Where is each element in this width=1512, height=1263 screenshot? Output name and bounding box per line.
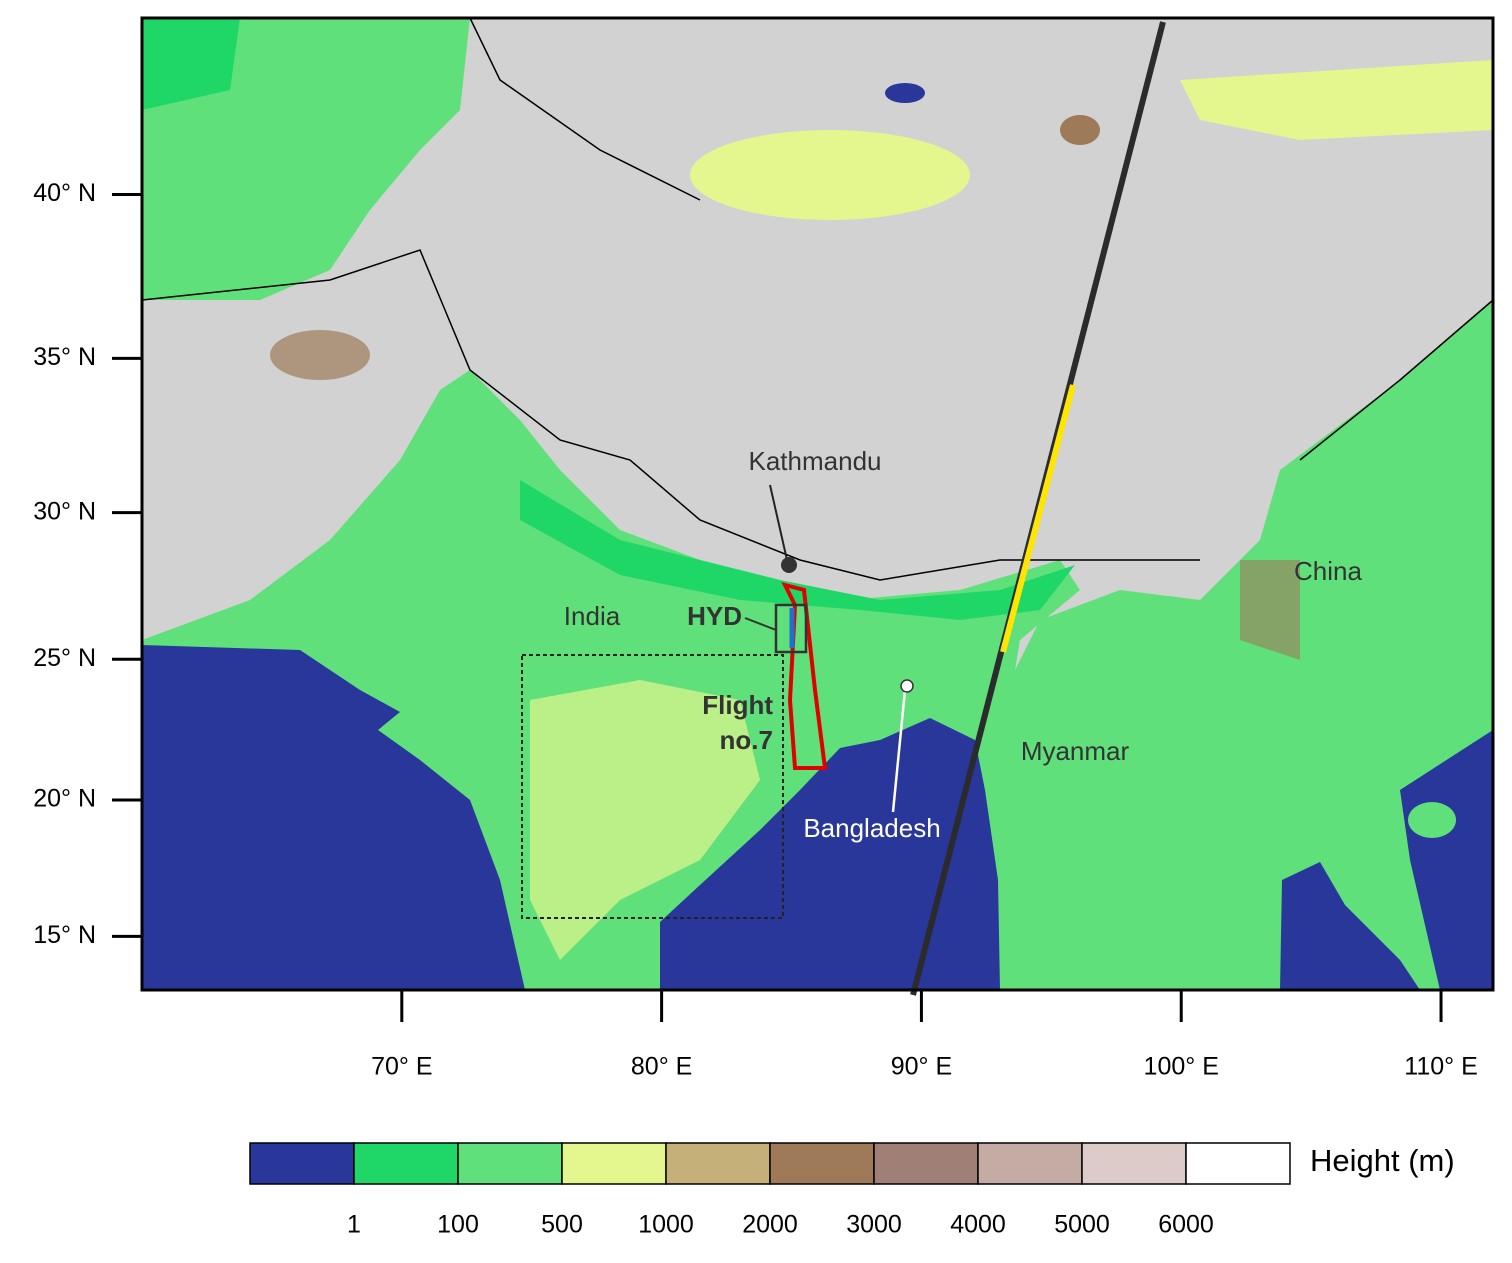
island [1408, 802, 1456, 838]
hyd-box [774, 603, 808, 654]
colorbar-label: 3000 [846, 1211, 902, 1239]
y-tick-label: 20° N [33, 785, 96, 813]
y-tick-label: 25° N [33, 644, 96, 672]
colorbar-label: 500 [541, 1211, 583, 1239]
colorbar-box [1185, 1142, 1291, 1185]
y-tick-label: 40° N [33, 179, 96, 207]
x-tick-label: 70° E [371, 1053, 432, 1081]
border [141, 17, 1494, 581]
annotations: Kathmandu India HYD Flight no.7 Banglade… [564, 446, 1363, 843]
colorbar-box [665, 1142, 771, 1185]
city-marker [900, 679, 914, 693]
x-tick-label: 100° E [1144, 1053, 1219, 1081]
colorbar-box [977, 1142, 1083, 1185]
colorbar-box [561, 1142, 667, 1185]
colorbar-label: 4000 [950, 1211, 1006, 1239]
colorbar-label: 1000 [638, 1211, 694, 1239]
highland [1060, 115, 1100, 145]
leader [769, 484, 788, 561]
plain [520, 480, 1075, 620]
highland [270, 330, 370, 380]
leader [744, 617, 777, 631]
colorbar-box [457, 1142, 563, 1185]
ocean [660, 718, 1000, 990]
basin [1180, 60, 1493, 140]
colorbar-label: 6000 [1158, 1211, 1214, 1239]
ocean [1280, 862, 1420, 990]
y-tick-label: 35° N [33, 343, 96, 371]
colorbar-box [873, 1142, 979, 1185]
label: Flight [702, 690, 773, 720]
map-frame [140, 16, 1495, 992]
colorbar-box [1081, 1142, 1187, 1185]
colorbar-title: Height (m) [1310, 1143, 1455, 1178]
overlays [521, 21, 1166, 996]
colorbar-label: 5000 [1054, 1211, 1110, 1239]
transect-highlight [1000, 384, 1076, 653]
label: India [564, 601, 621, 631]
colorbar-box [769, 1142, 875, 1185]
label: Myanmar [1021, 736, 1130, 766]
terrain [141, 17, 1494, 990]
lake [885, 83, 925, 103]
basin [690, 130, 970, 220]
label: Kathmandu [749, 446, 882, 476]
colorbar-box [249, 1142, 355, 1185]
region-box [521, 654, 784, 919]
leader [891, 689, 907, 813]
label: no.7 [720, 725, 773, 755]
colorbar-label: 2000 [742, 1211, 798, 1239]
colorbar-label: 100 [437, 1211, 479, 1239]
y-tick-label: 30° N [33, 497, 96, 525]
colorbar-box [353, 1142, 459, 1185]
label: Bangladesh [803, 813, 940, 843]
label: China [1294, 556, 1362, 586]
plateau-low [530, 680, 760, 960]
highland [1240, 560, 1300, 660]
y-tick-label: 15° N [33, 921, 96, 949]
city-marker [781, 557, 797, 573]
lowland [1000, 300, 1493, 990]
x-tick-label: 90° E [891, 1053, 952, 1081]
ocean [1400, 730, 1493, 990]
ocean [142, 645, 525, 990]
colorbar-label: 1 [347, 1211, 361, 1239]
x-tick-label: 110° E [1404, 1053, 1477, 1081]
label: HYD [687, 601, 742, 631]
lowland [142, 18, 240, 110]
x-tick-label: 80° E [631, 1053, 692, 1081]
